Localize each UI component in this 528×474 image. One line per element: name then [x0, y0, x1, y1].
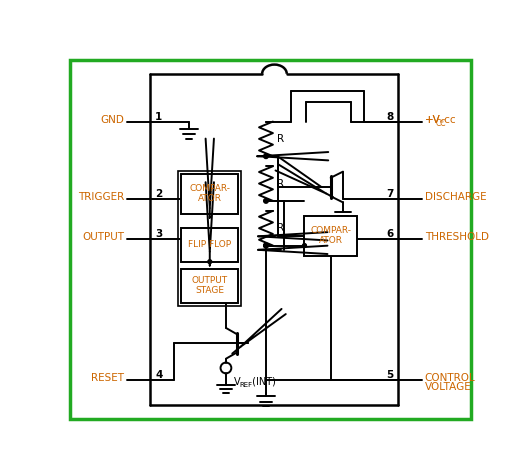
Text: R: R [277, 179, 284, 189]
Text: FLIP FLOP: FLIP FLOP [188, 240, 231, 249]
Text: RESET: RESET [91, 373, 124, 383]
Text: CONTROL: CONTROL [425, 373, 475, 383]
Text: TRIGGER: TRIGGER [78, 192, 124, 202]
Text: REF: REF [239, 382, 252, 388]
Text: DISCHARGE: DISCHARGE [425, 192, 486, 202]
Text: ATOR: ATOR [319, 237, 343, 246]
Bar [181, 228, 238, 262]
Text: 7: 7 [386, 189, 394, 199]
Circle shape [303, 244, 306, 247]
Text: 1: 1 [155, 112, 162, 122]
Bar [305, 216, 357, 256]
Text: +Vₑᴄᴄ: +Vₑᴄᴄ [425, 115, 456, 125]
Circle shape [263, 199, 268, 203]
Text: 3: 3 [155, 229, 162, 239]
Text: (INT): (INT) [249, 377, 276, 387]
Text: ATOR: ATOR [198, 194, 222, 203]
Circle shape [208, 260, 212, 264]
Text: VOLTAGE: VOLTAGE [425, 382, 472, 392]
Text: GND: GND [100, 115, 124, 125]
Text: 2: 2 [155, 189, 162, 199]
Text: R: R [277, 223, 284, 233]
Text: 5: 5 [386, 370, 394, 380]
Text: COMPAR-: COMPAR- [189, 184, 230, 193]
Bar [181, 269, 238, 302]
Circle shape [263, 243, 268, 248]
Text: STAGE: STAGE [195, 286, 224, 295]
Text: V: V [233, 377, 240, 387]
Text: 6: 6 [386, 229, 394, 239]
Text: OUTPUT: OUTPUT [192, 276, 228, 285]
Circle shape [263, 154, 268, 158]
Circle shape [263, 243, 268, 248]
Text: +V: +V [425, 115, 440, 125]
Bar [178, 171, 241, 306]
Bar [181, 174, 238, 214]
Text: 8: 8 [386, 112, 394, 122]
Text: THRESHOLD: THRESHOLD [425, 232, 488, 242]
Text: 4: 4 [155, 370, 163, 380]
Text: R: R [277, 134, 284, 144]
Text: OUTPUT: OUTPUT [82, 232, 124, 242]
Text: COMPAR-: COMPAR- [310, 227, 351, 236]
Text: CC: CC [436, 118, 446, 128]
